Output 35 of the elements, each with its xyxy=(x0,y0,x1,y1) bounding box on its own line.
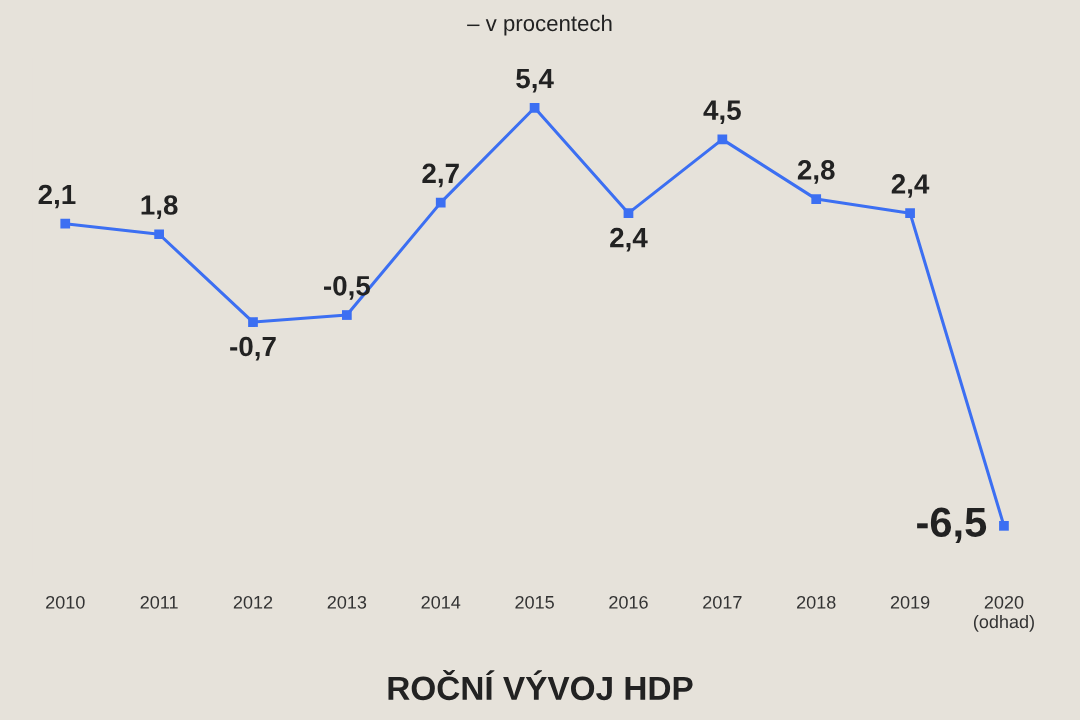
point xyxy=(717,134,728,145)
point xyxy=(154,229,164,240)
point xyxy=(529,102,540,113)
data-label: 1,8 xyxy=(141,195,178,219)
point xyxy=(811,194,822,204)
data-label: 2,4 xyxy=(610,227,648,252)
x-tick-label: 2011 xyxy=(140,595,178,609)
x-tick-label: 2013 xyxy=(327,595,367,609)
data-label: 2,4 xyxy=(891,174,930,198)
point xyxy=(60,218,71,229)
point xyxy=(623,208,634,219)
x-tick-label: 2020 (odhad) xyxy=(973,595,1034,632)
x-tick-label: 2018 xyxy=(797,595,836,609)
x-tick-label: 2016 xyxy=(609,595,648,609)
x-tick-label: 2010 xyxy=(46,595,85,609)
point xyxy=(435,197,446,208)
text: ROČNÍ VÝVOJ HDP xyxy=(388,669,693,701)
chart-subtitle: – v procentech xyxy=(467,14,612,36)
point xyxy=(999,520,1009,531)
point xyxy=(342,310,352,320)
data-label: -0,5 xyxy=(324,275,371,300)
x-tick-label: 2019 xyxy=(890,595,930,609)
data-label: 2,1 xyxy=(38,184,76,209)
x-tick-label: 2015 xyxy=(515,595,554,609)
point xyxy=(905,208,915,219)
data-label: 4,5 xyxy=(703,100,741,125)
data-label: 2,7 xyxy=(422,163,459,188)
point xyxy=(248,317,258,327)
x-tick-label: 2014 xyxy=(421,595,461,609)
data-label: -0,7 xyxy=(230,336,276,361)
data-label: 2,8 xyxy=(797,160,835,184)
x-tick-label: 2017 xyxy=(703,595,742,609)
x-tick-label: 2012 xyxy=(233,595,273,609)
data-label: 5,4 xyxy=(516,69,554,93)
data-label: -6,5 xyxy=(917,507,987,544)
